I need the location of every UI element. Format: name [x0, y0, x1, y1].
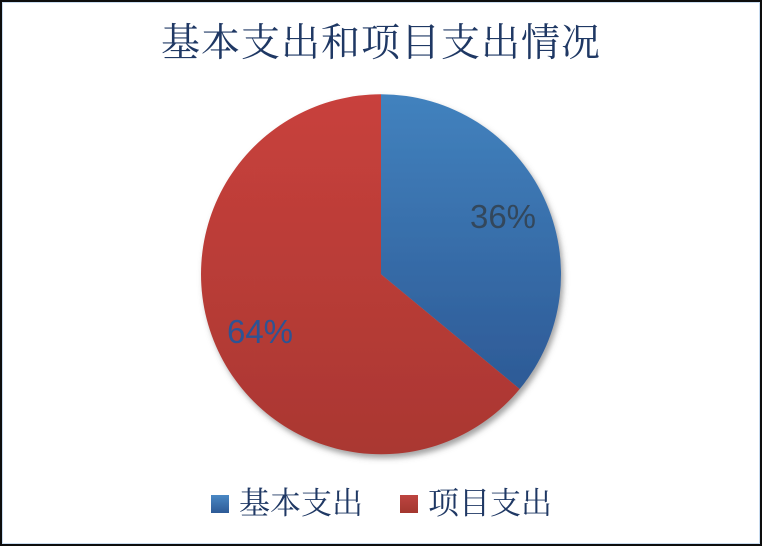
svg-text:基本支出: 基本支出 [239, 478, 363, 523]
svg-text:项目支出: 项目支出 [428, 478, 552, 523]
svg-text:64%: 64% [227, 313, 293, 350]
svg-text:36%: 36% [470, 198, 536, 235]
